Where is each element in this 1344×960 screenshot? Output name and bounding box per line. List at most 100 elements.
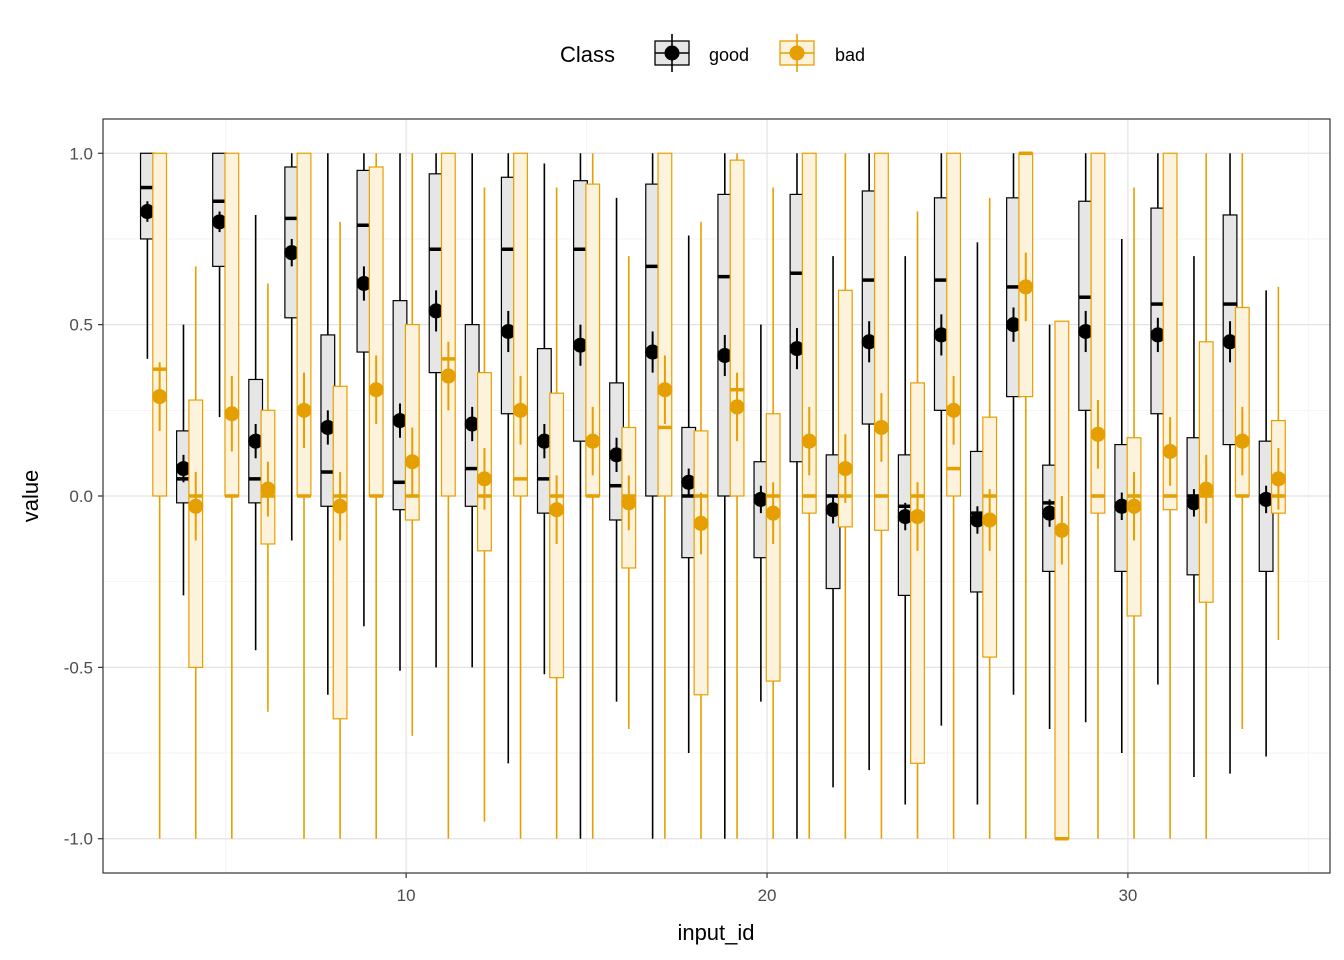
box-bad [549, 187, 565, 839]
box-body [572, 180, 588, 442]
mean-point [693, 515, 709, 531]
mean-point [428, 303, 444, 319]
mean-point [332, 498, 348, 514]
box-bad [657, 152, 673, 839]
mean-point [729, 399, 745, 415]
mean-point [284, 245, 300, 261]
legend-key-good [654, 34, 690, 72]
mean-point [801, 433, 817, 449]
box-bad [1054, 320, 1070, 841]
y-axis-title: value [18, 470, 43, 523]
x-axis: 10 20 30 [397, 873, 1137, 905]
mean-point [861, 334, 877, 350]
legend-key-bad [779, 34, 815, 72]
box-good [1258, 290, 1274, 757]
y-tick-label: 0.0 [69, 487, 93, 506]
y-tick-label: -1.0 [64, 830, 93, 849]
x-tick-label: 20 [758, 886, 777, 905]
box-bad [801, 152, 817, 839]
box-bad [621, 256, 637, 730]
mean-point [392, 413, 408, 429]
box-good [789, 153, 805, 839]
legend-title: Class [560, 42, 615, 67]
box-bad [1198, 153, 1214, 839]
box-bad [152, 152, 168, 839]
box-bad [440, 152, 456, 839]
box-bad [1126, 187, 1142, 839]
box-bad [513, 152, 529, 839]
box-body [404, 324, 420, 521]
box-good [392, 153, 408, 671]
mean-point [681, 474, 697, 490]
box-body [1078, 200, 1094, 411]
box-body [1006, 197, 1021, 398]
box-body [1054, 320, 1070, 840]
x-tick-label: 10 [397, 886, 416, 905]
legend-key-point [789, 45, 805, 61]
y-tick-label: 1.0 [69, 144, 93, 163]
box-bad [693, 221, 709, 839]
box-good [536, 163, 552, 675]
box-body [1090, 152, 1106, 514]
mean-point [476, 471, 492, 487]
mean-point [897, 509, 913, 525]
mean-point [1018, 279, 1034, 295]
box-good [753, 324, 769, 702]
box-bad [224, 152, 240, 839]
mean-point [585, 433, 601, 449]
box-good [969, 242, 985, 805]
box-bad [946, 152, 962, 839]
box-body [428, 173, 444, 374]
box-bad [188, 266, 204, 839]
box-body [152, 152, 168, 497]
box-good [1006, 153, 1022, 695]
mean-point [873, 419, 889, 435]
mean-point [717, 347, 733, 363]
box-body [693, 430, 709, 696]
box-good [825, 256, 841, 788]
box-good [320, 153, 336, 695]
box-body [729, 159, 745, 497]
box-good [1114, 238, 1130, 754]
mean-point [1150, 327, 1166, 343]
box-body [356, 169, 372, 353]
mean-point [621, 495, 637, 511]
box-body [139, 152, 155, 240]
box-good [428, 153, 444, 668]
mean-point [175, 461, 191, 477]
box-bad [1270, 286, 1286, 640]
mean-point [837, 461, 853, 477]
mean-point [440, 368, 456, 384]
mean-point [500, 323, 516, 339]
box-bad [368, 153, 384, 839]
box-bad [1162, 152, 1178, 839]
box-bad [296, 152, 312, 839]
x-axis-title: input_id [677, 920, 754, 945]
box-good [572, 153, 588, 839]
box-body [861, 190, 877, 425]
mean-point [1078, 323, 1094, 339]
y-axis: -1.0 -0.5 0.0 0.5 1.0 [64, 144, 103, 849]
mean-point [1198, 481, 1214, 497]
box-bad [910, 211, 926, 839]
mean-point [260, 481, 276, 497]
mean-point [753, 491, 769, 507]
box-good [1042, 324, 1058, 730]
box-good [1186, 256, 1202, 778]
mean-point [825, 502, 841, 518]
mean-point [212, 214, 228, 230]
y-tick-label: -0.5 [64, 658, 93, 677]
mean-point [224, 406, 240, 422]
mean-point [296, 402, 312, 418]
box-good [933, 153, 949, 726]
box-good [248, 214, 264, 651]
x-tick-label: 30 [1118, 886, 1137, 905]
box-bad [1018, 151, 1034, 839]
y-tick-label: 0.5 [69, 316, 93, 335]
mean-point [152, 389, 168, 405]
box-body [801, 152, 817, 514]
box-bad [260, 283, 276, 712]
mean-point [572, 337, 588, 353]
box-body [1150, 207, 1166, 415]
